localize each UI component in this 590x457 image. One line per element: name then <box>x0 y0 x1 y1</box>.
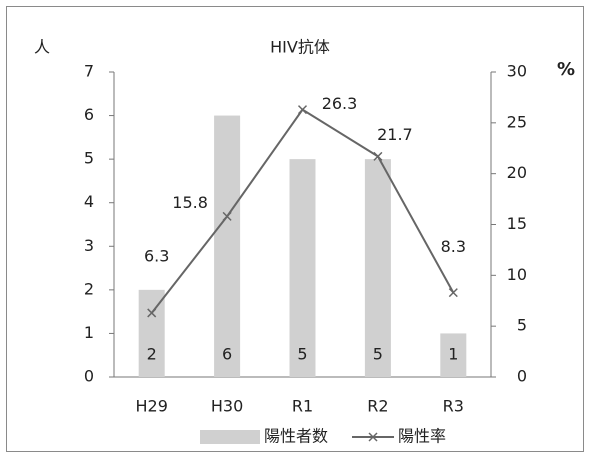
bar <box>214 115 241 378</box>
y2-tick-label: 30 <box>507 62 527 81</box>
y-tick-label: 7 <box>84 62 94 81</box>
line-value-label: 21.7 <box>377 125 413 144</box>
x-tick-label: R2 <box>367 397 388 416</box>
y2-tick-label: 25 <box>507 112 527 131</box>
legend-label: 陽性者数 <box>264 427 328 446</box>
bar-value-label: 2 <box>147 345 157 364</box>
y-tick-label: 5 <box>84 149 94 168</box>
chart-title: HIV抗体 <box>270 38 330 57</box>
y2-tick-label: 10 <box>507 265 527 284</box>
y2-tick-label: 0 <box>517 367 527 386</box>
line-value-label: 26.3 <box>322 94 358 113</box>
bar-value-label: 5 <box>373 345 383 364</box>
line-value-label: 8.3 <box>441 237 466 256</box>
y-tick-label: 1 <box>84 323 94 342</box>
bar <box>289 159 316 377</box>
x-tick-label: H30 <box>211 397 243 416</box>
x-tick-label: H29 <box>136 397 168 416</box>
bar-value-label: 5 <box>297 345 307 364</box>
y-axis-label: 人 <box>34 38 50 57</box>
line-marker <box>373 151 383 161</box>
y-tick-label: 4 <box>84 192 94 211</box>
y2-tick-label: 15 <box>507 214 527 233</box>
x-tick-label: R1 <box>292 397 313 416</box>
bar <box>440 333 467 377</box>
y-tick-label: 3 <box>84 236 94 255</box>
y2-tick-label: 20 <box>507 163 527 182</box>
bar-value-label: 6 <box>222 345 232 364</box>
y2-tick-label: 5 <box>517 316 527 335</box>
x-tick-label: R3 <box>443 397 464 416</box>
bar <box>364 159 391 377</box>
line-marker <box>448 288 458 298</box>
line-value-label: 15.8 <box>172 193 208 212</box>
y-tick-label: 0 <box>84 367 94 386</box>
line-marker <box>147 308 157 318</box>
line-value-label: 6.3 <box>144 246 169 265</box>
y2-axis-label: % <box>557 59 575 80</box>
line-marker <box>297 105 308 115</box>
legend-marker <box>368 432 378 442</box>
legend-label: 陽性率 <box>398 427 446 446</box>
line-marker <box>222 211 232 221</box>
bar <box>138 289 165 377</box>
legend-swatch <box>200 430 260 444</box>
bar-value-label: 1 <box>448 345 458 364</box>
y-tick-label: 2 <box>84 279 94 298</box>
y-tick-label: 6 <box>84 105 94 124</box>
